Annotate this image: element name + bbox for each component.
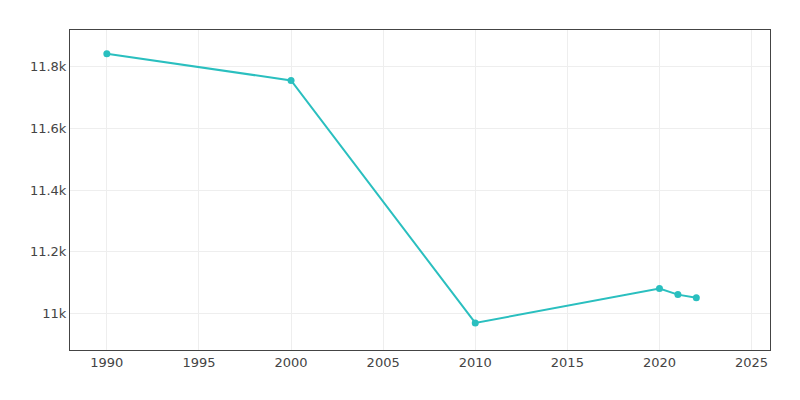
svg-text:2020: 2020 bbox=[643, 355, 676, 370]
svg-text:11k: 11k bbox=[42, 306, 67, 321]
svg-text:2000: 2000 bbox=[275, 355, 308, 370]
svg-text:1990: 1990 bbox=[90, 355, 123, 370]
svg-text:2005: 2005 bbox=[367, 355, 400, 370]
svg-text:11.4k: 11.4k bbox=[30, 183, 67, 198]
svg-text:11.2k: 11.2k bbox=[30, 244, 67, 259]
svg-text:11.6k: 11.6k bbox=[30, 121, 67, 136]
svg-text:1995: 1995 bbox=[182, 355, 215, 370]
svg-text:2015: 2015 bbox=[551, 355, 584, 370]
svg-text:11.8k: 11.8k bbox=[30, 59, 67, 74]
svg-text:2025: 2025 bbox=[735, 355, 768, 370]
svg-text:2010: 2010 bbox=[459, 355, 492, 370]
